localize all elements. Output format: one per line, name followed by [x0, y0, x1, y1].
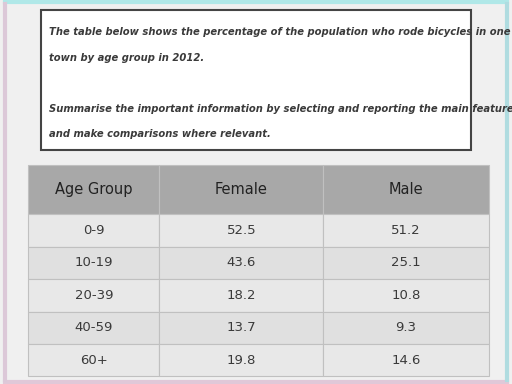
- Bar: [28, 311, 159, 344]
- Text: 0-9: 0-9: [83, 224, 104, 237]
- Text: Age Group: Age Group: [55, 182, 133, 197]
- Text: 43.6: 43.6: [227, 257, 256, 270]
- Bar: [159, 214, 323, 247]
- Text: 40-59: 40-59: [75, 321, 113, 334]
- Bar: [159, 247, 323, 279]
- Bar: [323, 165, 489, 214]
- Text: Male: Male: [389, 182, 423, 197]
- Text: 20-39: 20-39: [75, 289, 113, 302]
- Bar: [28, 279, 159, 311]
- Bar: [323, 214, 489, 247]
- Text: 51.2: 51.2: [391, 224, 421, 237]
- Bar: [28, 344, 159, 376]
- Bar: [323, 279, 489, 311]
- Text: 60+: 60+: [80, 354, 108, 367]
- Text: 9.3: 9.3: [395, 321, 417, 334]
- Text: Summarise the important information by selecting and reporting the main features: Summarise the important information by s…: [49, 104, 512, 114]
- Text: 14.6: 14.6: [391, 354, 421, 367]
- Bar: [28, 214, 159, 247]
- Text: 10-19: 10-19: [75, 257, 113, 270]
- Bar: [159, 279, 323, 311]
- Bar: [323, 344, 489, 376]
- FancyBboxPatch shape: [41, 10, 471, 150]
- Bar: [28, 247, 159, 279]
- Text: 10.8: 10.8: [391, 289, 421, 302]
- Text: The table below shows the percentage of the population who rode bicycles in one: The table below shows the percentage of …: [49, 27, 510, 37]
- Text: 52.5: 52.5: [226, 224, 256, 237]
- Text: Female: Female: [215, 182, 268, 197]
- Text: 19.8: 19.8: [227, 354, 256, 367]
- Text: town by age group in 2012.: town by age group in 2012.: [49, 53, 204, 63]
- Bar: [323, 247, 489, 279]
- Bar: [159, 311, 323, 344]
- Bar: [159, 165, 323, 214]
- Bar: [159, 344, 323, 376]
- Text: and make comparisons where relevant.: and make comparisons where relevant.: [49, 129, 270, 139]
- Text: 18.2: 18.2: [226, 289, 256, 302]
- Text: 25.1: 25.1: [391, 257, 421, 270]
- Text: 13.7: 13.7: [226, 321, 256, 334]
- Bar: [323, 311, 489, 344]
- Bar: [28, 165, 159, 214]
